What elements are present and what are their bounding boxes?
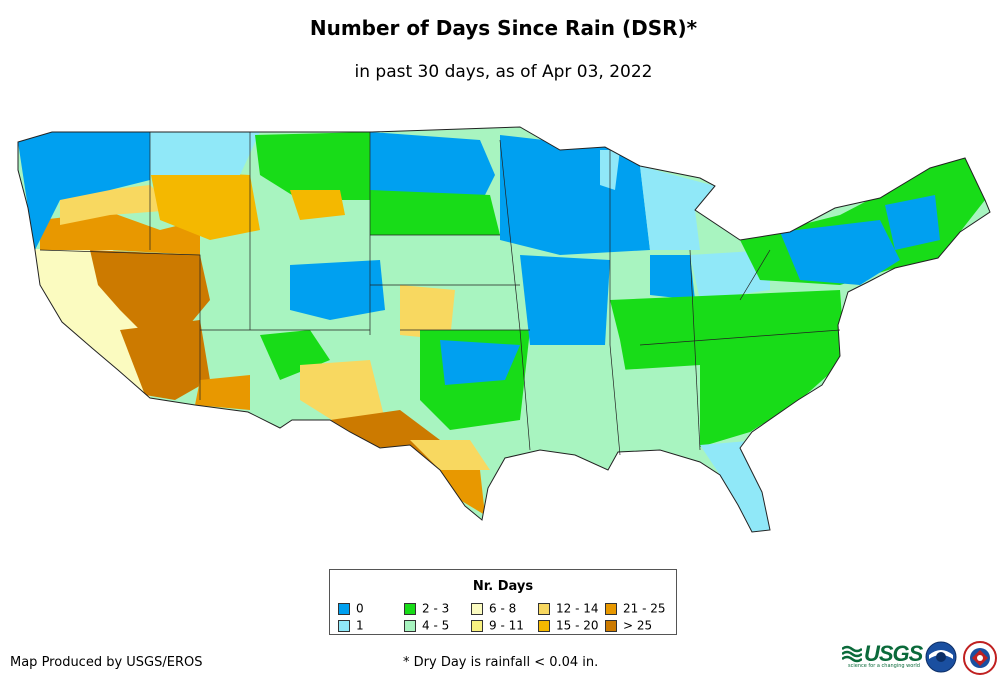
nws-logo-icon [963, 641, 997, 675]
usgs-wave-icon [842, 645, 862, 663]
map-subtitle: in past 30 days, as of Apr 03, 2022 [354, 62, 653, 82]
legend-label: 12 - 14 [556, 601, 599, 616]
legend-item: > 25 [605, 619, 652, 632]
legend-swatch [471, 602, 483, 615]
legend-item: 15 - 20 [538, 619, 599, 632]
legend-swatch [538, 619, 550, 632]
usgs-tagline: science for a changing world [848, 663, 920, 669]
legend-swatch [605, 602, 617, 615]
legend-item: 12 - 14 [538, 602, 599, 615]
legend-item: 2 - 3 [404, 602, 449, 615]
map-title: Number of Days Since Rain (DSR)* [309, 16, 698, 40]
legend-label: > 25 [623, 618, 653, 633]
legend-label: 1 [356, 618, 364, 633]
legend-item: 4 - 5 [404, 619, 449, 632]
legend-label: 21 - 25 [623, 601, 666, 616]
legend-item: 9 - 11 [471, 619, 524, 632]
legend-label: 2 - 3 [422, 601, 450, 616]
noaa-logo-icon [925, 641, 957, 673]
credit-text: Map Produced by USGS/EROS [10, 655, 203, 670]
legend-swatch [404, 602, 416, 615]
legend-label: 9 - 11 [489, 618, 524, 633]
legend-label: 6 - 8 [489, 601, 517, 616]
legend-label: 0 [356, 601, 364, 616]
dry-day-note: * Dry Day is rainfall < 0.04 in. [403, 655, 599, 670]
legend-swatch [404, 619, 416, 632]
legend-item: 0 [338, 602, 364, 615]
legend-item: 21 - 25 [605, 602, 666, 615]
legend-swatch [338, 602, 350, 615]
dsr-map [17, 126, 991, 533]
legend-label: 15 - 20 [556, 618, 599, 633]
usgs-logo: USGS science for a changing world [842, 641, 923, 671]
legend-title: Nr. Days [472, 579, 534, 594]
legend-item: 6 - 8 [471, 602, 516, 615]
usgs-wordmark: USGS [864, 641, 923, 666]
legend-item: 1 [338, 619, 364, 632]
legend: Nr. Days 0 1 2 - 3 4 - 5 6 - 8 9 - 11 12… [329, 569, 677, 635]
legend-label: 4 - 5 [422, 618, 450, 633]
legend-swatch [338, 619, 350, 632]
legend-swatch [471, 619, 483, 632]
legend-swatch [605, 619, 617, 632]
legend-swatch [538, 602, 550, 615]
